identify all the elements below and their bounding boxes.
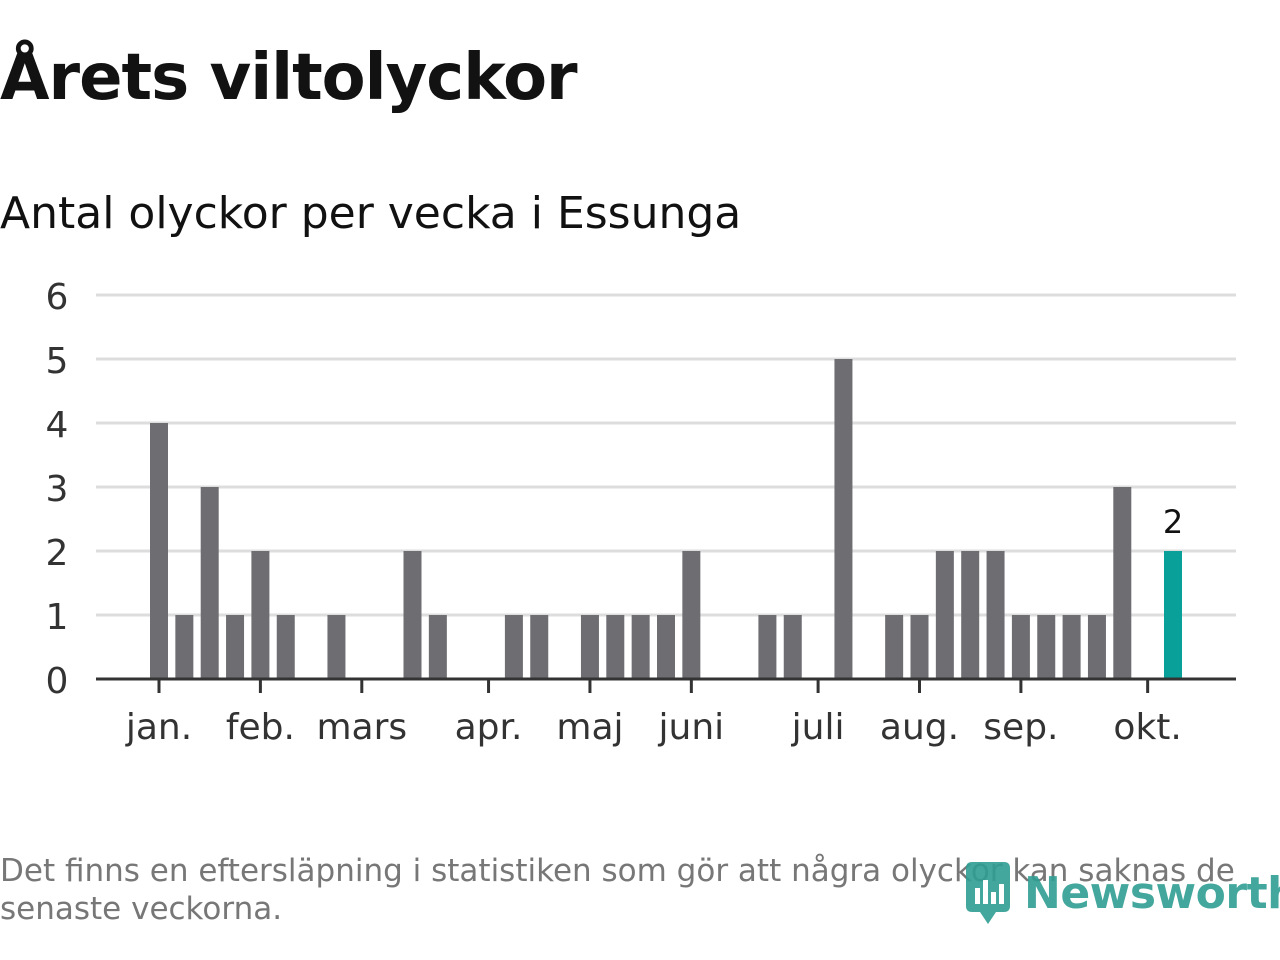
bar bbox=[403, 551, 422, 679]
bar bbox=[631, 615, 650, 679]
bar bbox=[910, 615, 929, 679]
y-axis-ticks: 0 1 2 3 4 5 6 bbox=[46, 277, 69, 702]
x-tick-label: feb. bbox=[226, 707, 295, 748]
x-tick-label: juni bbox=[658, 707, 725, 748]
chart-subtitle: Antal olyckor per vecka i Essunga bbox=[0, 188, 742, 239]
bar bbox=[1087, 615, 1106, 679]
bar bbox=[150, 423, 168, 679]
x-tick-label: juli bbox=[791, 707, 845, 748]
y-tick-label: 6 bbox=[46, 277, 69, 318]
bar bbox=[1062, 615, 1081, 679]
x-tick-label: sep. bbox=[983, 707, 1058, 748]
x-tick-label: jan. bbox=[125, 707, 192, 748]
chart-title: Årets viltolyckor bbox=[0, 41, 578, 115]
bar-chart: 0 1 2 3 4 5 6 jan. feb. mars apr. maj juni juli aug. s… bbox=[46, 277, 1236, 748]
bar bbox=[327, 615, 346, 679]
x-tick-label: apr. bbox=[455, 707, 523, 748]
bar bbox=[657, 615, 675, 679]
bar bbox=[200, 487, 219, 679]
bar bbox=[935, 551, 954, 679]
bar bbox=[530, 615, 549, 679]
bar bbox=[885, 615, 904, 679]
y-tick-label: 5 bbox=[46, 341, 69, 382]
y-tick-label: 4 bbox=[46, 405, 69, 446]
bar-chart-logo-icon bbox=[966, 862, 1010, 924]
bar bbox=[1113, 487, 1132, 679]
bar bbox=[834, 359, 853, 679]
x-tick-label: aug. bbox=[880, 707, 959, 748]
data-label: 2 bbox=[1163, 503, 1183, 541]
highlight-bar bbox=[1164, 551, 1182, 679]
bar bbox=[961, 551, 980, 679]
data-labels: 2 bbox=[1163, 503, 1183, 541]
x-tick-label: maj bbox=[556, 707, 623, 748]
bar bbox=[276, 615, 295, 679]
y-tick-label: 0 bbox=[46, 661, 69, 702]
bar bbox=[504, 615, 523, 679]
bar bbox=[1037, 615, 1056, 679]
bar bbox=[580, 615, 599, 679]
bar bbox=[682, 551, 701, 679]
x-tick-label: mars bbox=[316, 707, 407, 748]
x-axis-ticks: jan. feb. mars apr. maj juni juli aug. sep. okt. bbox=[125, 679, 1182, 748]
bar bbox=[606, 615, 625, 679]
bar bbox=[175, 615, 194, 679]
x-tick-label: okt. bbox=[1113, 707, 1181, 748]
bar bbox=[226, 615, 245, 679]
bar bbox=[251, 551, 270, 679]
footnote: Det finns en eftersläpning i statistiken… bbox=[0, 853, 1235, 927]
bars bbox=[150, 359, 1182, 679]
y-tick-label: 1 bbox=[46, 597, 69, 638]
newsworthy-logo: Newsworthy bbox=[962, 858, 1280, 928]
bar bbox=[986, 551, 1005, 679]
logo-text: Newsworthy bbox=[1024, 867, 1280, 919]
bar bbox=[1011, 615, 1030, 679]
bar bbox=[428, 615, 447, 679]
y-tick-label: 3 bbox=[46, 469, 69, 510]
y-tick-label: 2 bbox=[46, 533, 69, 574]
bar bbox=[758, 615, 777, 679]
bar bbox=[783, 615, 802, 679]
